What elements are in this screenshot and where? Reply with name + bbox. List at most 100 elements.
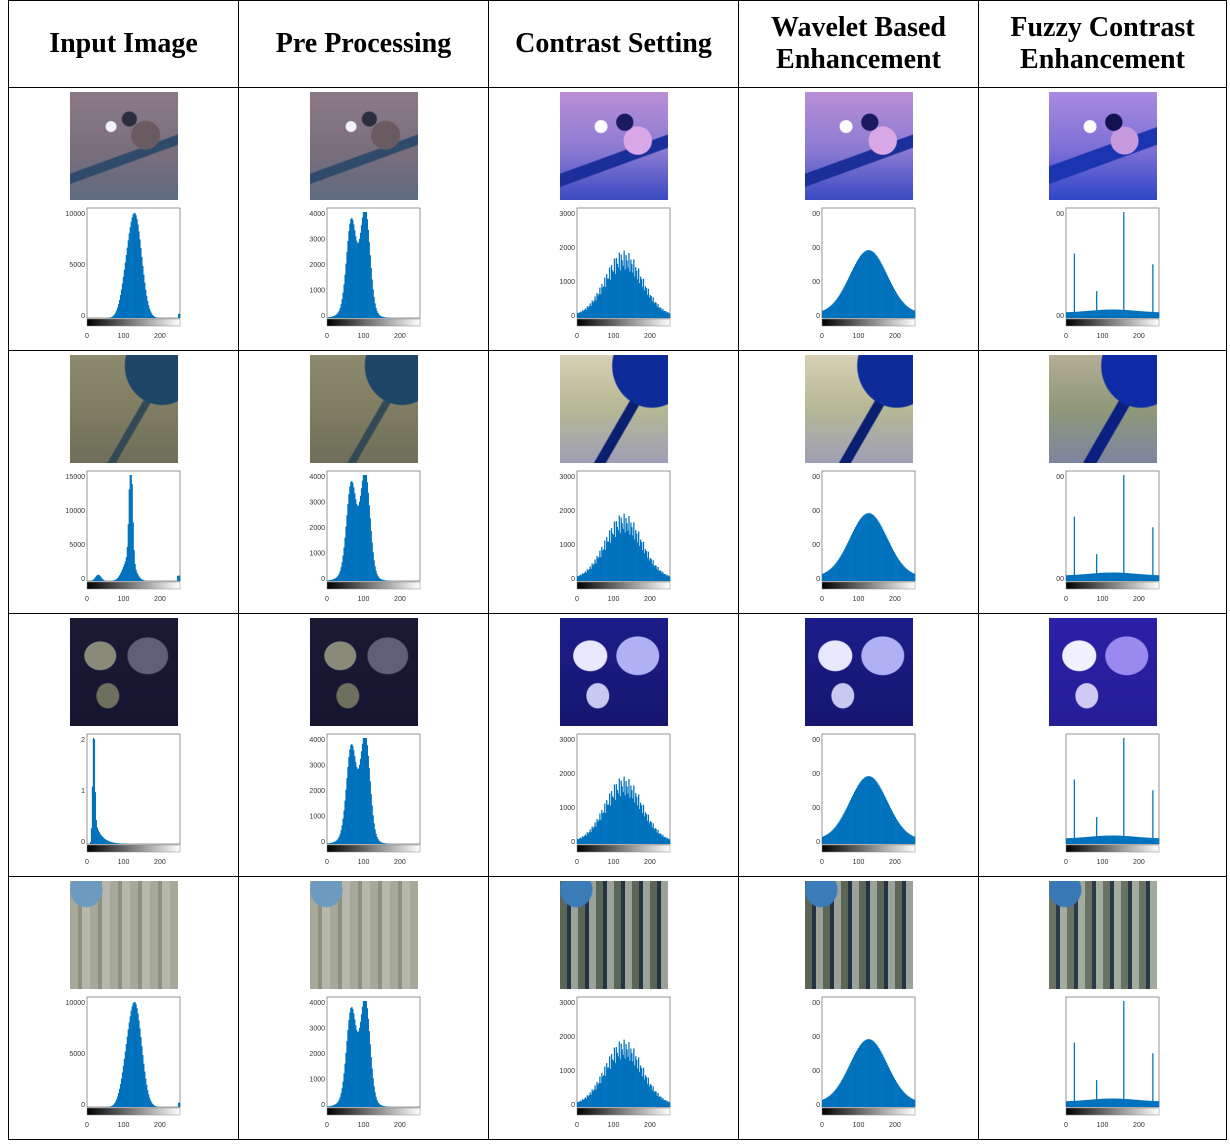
histogram-bar	[1118, 309, 1121, 318]
histogram-bar	[1131, 573, 1133, 581]
histogram: 0 100 200 3000 2000 1000 0	[555, 730, 673, 870]
histogram-bar	[661, 834, 664, 844]
histogram-bar	[381, 579, 383, 581]
histogram-bar	[612, 271, 614, 318]
histogram-bar	[326, 1106, 328, 1107]
histogram-bar	[578, 1101, 580, 1107]
histogram-bar	[653, 303, 655, 318]
histogram-bar	[1112, 572, 1115, 581]
histogram-bar	[1066, 312, 1068, 318]
histogram-bar	[355, 1029, 357, 1107]
histogram-bar	[360, 488, 362, 581]
histogram-bar	[341, 825, 343, 844]
histogram-bar	[842, 287, 845, 318]
histogram-bar	[102, 580, 105, 581]
intensity-gradient-bar	[86, 581, 180, 590]
histogram: 0 100 200 00 00 00 0	[800, 467, 918, 607]
histogram-bar	[1092, 1099, 1094, 1107]
histogram-bar	[866, 776, 868, 844]
histogram-bar	[655, 569, 658, 581]
histogram-bar	[903, 304, 906, 318]
histogram-bar	[1149, 1100, 1152, 1107]
histogram-bar	[822, 310, 824, 318]
histogram-bar	[634, 1056, 636, 1107]
histogram-bar	[607, 541, 609, 581]
histogram-bar	[605, 274, 607, 318]
histogram-bar	[1109, 1098, 1111, 1107]
histogram-bar	[614, 536, 616, 581]
histogram-bar	[827, 1096, 829, 1107]
histogram-bar	[384, 1106, 386, 1107]
histogram-bar	[334, 315, 336, 318]
histogram-bar	[356, 769, 358, 844]
histogram-bar	[1066, 1101, 1068, 1107]
histogram-bar	[1151, 527, 1153, 581]
histogram-bar	[651, 1090, 653, 1107]
histogram-bar	[846, 542, 848, 581]
histogram-bar	[857, 784, 859, 844]
histogram-bar	[369, 781, 371, 844]
y-tick-label: 4000	[309, 737, 325, 744]
intensity-gradient-bar	[576, 581, 670, 590]
histogram-bar	[332, 1105, 334, 1107]
histogram-bar	[95, 576, 97, 581]
histogram-bar	[647, 1077, 649, 1107]
y-tick-label: 0	[816, 839, 820, 846]
histogram-bar	[823, 835, 825, 844]
histogram: 0 100 200 00 00 00 0	[800, 993, 918, 1133]
histogram-bar	[863, 251, 865, 318]
histogram-bar	[635, 270, 637, 318]
histogram-bar	[119, 295, 121, 318]
histogram-bar	[1094, 1099, 1096, 1107]
histogram-bar	[357, 1031, 359, 1107]
histogram-bar	[1075, 311, 1077, 318]
histogram-bar	[882, 1056, 884, 1107]
histogram-bar	[152, 1104, 154, 1107]
histogram-bar	[581, 836, 583, 844]
histogram-bar	[103, 839, 106, 844]
histogram-bar	[135, 572, 138, 581]
histogram-bar	[658, 833, 661, 844]
histogram-bar	[848, 538, 850, 581]
histogram-bar	[344, 1052, 347, 1107]
histogram-bar	[891, 1074, 893, 1107]
histogram-bar	[1113, 1098, 1116, 1107]
histogram-bar	[109, 1106, 112, 1107]
histogram-bar	[863, 777, 865, 844]
cell-contrast: 0 100 200 3000 2000 1000 0	[488, 876, 739, 1140]
histogram-bar	[622, 528, 624, 581]
histogram-bar	[626, 530, 629, 581]
histogram-bar	[616, 789, 618, 844]
histogram-bar	[133, 563, 136, 581]
histogram-bar	[637, 531, 639, 581]
histogram-bar	[137, 1020, 140, 1107]
y-tick-label: 4000	[309, 211, 325, 218]
histogram-bar	[1143, 574, 1146, 581]
histogram-bar	[628, 534, 631, 581]
histogram-bar	[145, 295, 147, 318]
histogram-bar	[1099, 1098, 1101, 1107]
histogram-bar	[354, 499, 356, 581]
histogram-bar	[907, 1096, 909, 1107]
histogram-bar	[382, 580, 384, 581]
histogram-bar	[1140, 311, 1142, 318]
histogram-bar	[654, 828, 657, 844]
histogram-bar	[1068, 575, 1070, 581]
histogram-bar	[1110, 835, 1112, 844]
histogram-bar	[1135, 573, 1137, 581]
histogram-bar	[1133, 310, 1135, 318]
histogram-bar	[872, 778, 875, 844]
histogram-bar	[1138, 837, 1140, 844]
histogram-bar	[608, 1056, 610, 1107]
y-tick-label: 0	[81, 313, 85, 320]
histogram-bar	[1097, 573, 1099, 581]
histogram-bar	[368, 242, 370, 318]
histogram-bar	[600, 283, 602, 318]
y-tick-label: 3000	[309, 763, 325, 770]
histogram-bar	[833, 828, 835, 844]
histogram-bar	[839, 555, 842, 581]
histogram-bar	[831, 304, 833, 318]
histogram-bar	[631, 272, 633, 318]
histogram-bar	[372, 815, 374, 844]
histogram-bar	[1076, 1100, 1078, 1107]
